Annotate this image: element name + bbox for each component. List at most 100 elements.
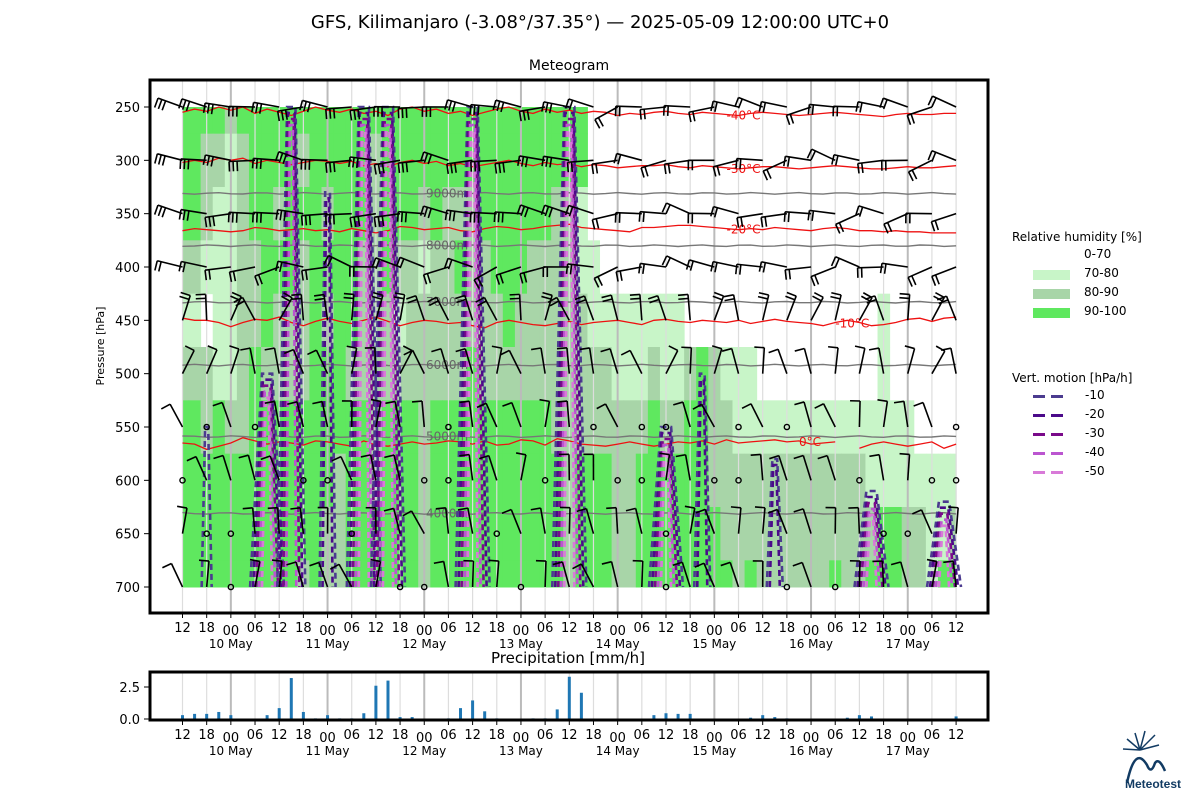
humidity-cell	[623, 507, 637, 561]
wind-barb-feather	[642, 263, 646, 274]
wind-barb-feather	[601, 294, 612, 299]
humidity-cell	[720, 507, 733, 561]
wind-barb-feather	[431, 347, 442, 353]
wind-barb-feather	[182, 262, 186, 273]
meteogram-time-day-label: 15 May	[692, 637, 736, 651]
wind-barb	[704, 509, 716, 534]
wind-barb-feather	[400, 211, 404, 223]
wind-barb-feather	[423, 207, 429, 218]
humidity-cell	[236, 400, 250, 455]
wind-barb-feather	[548, 103, 553, 114]
wind-barb	[955, 507, 959, 534]
humidity-cell	[430, 560, 443, 588]
humidity-cell	[623, 560, 637, 588]
humidity-cell	[720, 453, 733, 508]
wind-barb-feather	[178, 98, 183, 109]
precip-time-hour-label: 12	[658, 728, 675, 743]
wind-barb	[594, 106, 619, 121]
wind-barb-feather	[695, 508, 706, 514]
wind-barb-feather	[186, 455, 197, 462]
wind-barb-feather	[353, 109, 357, 121]
wind-barb	[802, 508, 812, 534]
wind-barb-feather	[792, 561, 803, 567]
humidity-cell	[188, 240, 202, 295]
height-contours: 9000m8000m7000m6000m5000m4000m	[182, 186, 957, 520]
wind-barb-feather	[906, 115, 912, 126]
meteogram-time-day-label: 10 May	[209, 637, 253, 651]
wind-barb	[398, 159, 425, 164]
humidity-cell	[817, 400, 830, 455]
vm-legend-title: Vert. motion [hPa/h]	[1012, 371, 1133, 385]
wind-barb-feather	[668, 345, 679, 352]
wind-barb-feather	[271, 559, 283, 562]
vertical-motion-contour	[937, 524, 951, 588]
wind-barb	[411, 350, 425, 375]
humidity-cell	[720, 400, 733, 455]
humidity-cell	[406, 400, 419, 455]
wind-barb	[878, 347, 885, 374]
wind-barb-feather	[419, 205, 425, 216]
humidity-cell	[744, 400, 758, 455]
meteogram-time-day-label: 16 May	[789, 637, 833, 651]
wind-barb-feather	[435, 507, 446, 510]
wind-barb-feather	[549, 300, 560, 307]
wind-barb	[809, 209, 836, 215]
humidity-cell	[212, 133, 226, 188]
wind-barb-feather	[579, 347, 590, 351]
wind-barb-feather	[541, 295, 552, 300]
wind-barb-feather	[927, 150, 933, 161]
wind-barb-feather	[373, 217, 377, 228]
wind-barb-feather	[817, 454, 828, 460]
wind-barb-feather	[544, 206, 550, 217]
wind-barb-feather	[568, 99, 574, 110]
precip-bar	[688, 713, 692, 719]
wind-barb-feather	[477, 105, 480, 116]
wind-barb	[375, 401, 382, 428]
precip-time-hour-label: 06	[343, 728, 360, 743]
humidity-cell	[502, 560, 516, 588]
humidity-cell	[792, 560, 806, 588]
wind-barb	[277, 260, 304, 268]
humidity-cell	[182, 507, 190, 561]
wind-barb	[664, 159, 691, 165]
wind-barb-feather	[812, 295, 822, 302]
precip-time-hour-label: 00	[609, 731, 626, 746]
wind-barb-feather	[313, 293, 325, 297]
humidity-cell	[333, 293, 347, 348]
wind-barb-feather	[639, 109, 642, 120]
isotherm-line	[182, 223, 957, 234]
wind-barb	[495, 561, 500, 588]
meteogram-title: Meteogram	[528, 58, 610, 74]
humidity-cell	[236, 187, 250, 241]
wind-barb	[230, 348, 240, 374]
calm-wind-circle	[662, 423, 670, 431]
wind-barb-feather	[377, 216, 381, 227]
wind-barb	[205, 561, 210, 588]
wind-barb	[906, 294, 911, 321]
wind-barb	[761, 507, 766, 534]
calm-wind-circle	[179, 477, 186, 484]
wind-barb	[604, 403, 619, 428]
wind-barb	[588, 347, 595, 374]
wind-barb-feather	[855, 205, 860, 216]
calm-wind-circle	[203, 423, 210, 431]
humidity-cell	[333, 347, 347, 401]
wind-barb-feather	[509, 297, 520, 300]
wind-barb-feather	[557, 400, 568, 403]
wind-barb-feather	[630, 297, 641, 300]
wind-barb-feather	[153, 97, 159, 108]
wind-barb	[666, 202, 691, 215]
wind-barb-feather	[520, 206, 526, 216]
wind-barb-feather	[279, 210, 283, 221]
vertical-motion-contour	[925, 500, 963, 588]
wind-barb-feather	[407, 298, 418, 304]
wind-barb	[157, 204, 183, 215]
wind-barb-feather	[373, 164, 377, 175]
humidity-cell	[647, 400, 661, 455]
calm-wind-circle	[904, 530, 912, 537]
wind-barb	[229, 105, 256, 108]
calm-wind-circle	[517, 583, 525, 591]
wind-barb-feather	[544, 102, 549, 113]
calm-wind-circle	[396, 583, 404, 591]
wind-barb-feather	[517, 155, 521, 166]
